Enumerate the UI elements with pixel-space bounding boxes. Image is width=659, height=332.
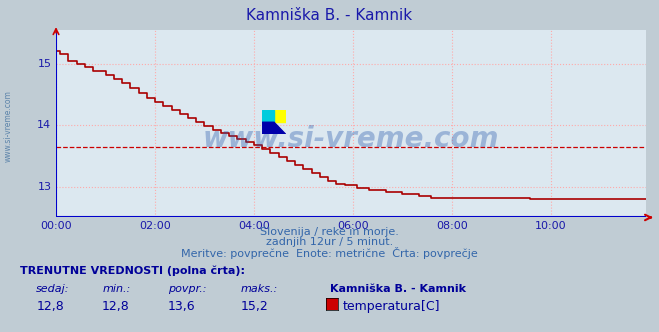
- Text: 15: 15: [38, 59, 51, 69]
- Text: sedaj:: sedaj:: [36, 284, 70, 294]
- Text: Kamniška B. - Kamnik: Kamniška B. - Kamnik: [330, 284, 465, 294]
- Text: min.:: min.:: [102, 284, 130, 294]
- Polygon shape: [274, 110, 286, 122]
- Text: Meritve: povprečne  Enote: metrične  Črta: povprečje: Meritve: povprečne Enote: metrične Črta:…: [181, 247, 478, 259]
- Text: 15,2: 15,2: [241, 300, 268, 313]
- Text: 12,8: 12,8: [36, 300, 64, 313]
- Text: 14: 14: [38, 120, 51, 130]
- Polygon shape: [262, 122, 286, 134]
- Text: TRENUTNE VREDNOSTI (polna črta):: TRENUTNE VREDNOSTI (polna črta):: [20, 266, 244, 276]
- Text: 10:00: 10:00: [535, 221, 567, 231]
- Text: 06:00: 06:00: [337, 221, 369, 231]
- Text: zadnjih 12ur / 5 minut.: zadnjih 12ur / 5 minut.: [266, 237, 393, 247]
- Text: 04:00: 04:00: [238, 221, 270, 231]
- Text: www.si-vreme.com: www.si-vreme.com: [203, 125, 499, 153]
- Text: Slovenija / reke in morje.: Slovenija / reke in morje.: [260, 227, 399, 237]
- Text: 13,6: 13,6: [168, 300, 196, 313]
- Text: maks.:: maks.:: [241, 284, 278, 294]
- Text: 00:00: 00:00: [40, 221, 72, 231]
- Text: Kamniška B. - Kamnik: Kamniška B. - Kamnik: [246, 8, 413, 23]
- Polygon shape: [262, 110, 274, 122]
- Text: povpr.:: povpr.:: [168, 284, 206, 294]
- Text: 08:00: 08:00: [436, 221, 468, 231]
- Text: temperatura[C]: temperatura[C]: [343, 300, 440, 313]
- Text: 13: 13: [38, 182, 51, 192]
- Text: 02:00: 02:00: [139, 221, 171, 231]
- Text: www.si-vreme.com: www.si-vreme.com: [3, 90, 13, 162]
- Text: 12,8: 12,8: [102, 300, 130, 313]
